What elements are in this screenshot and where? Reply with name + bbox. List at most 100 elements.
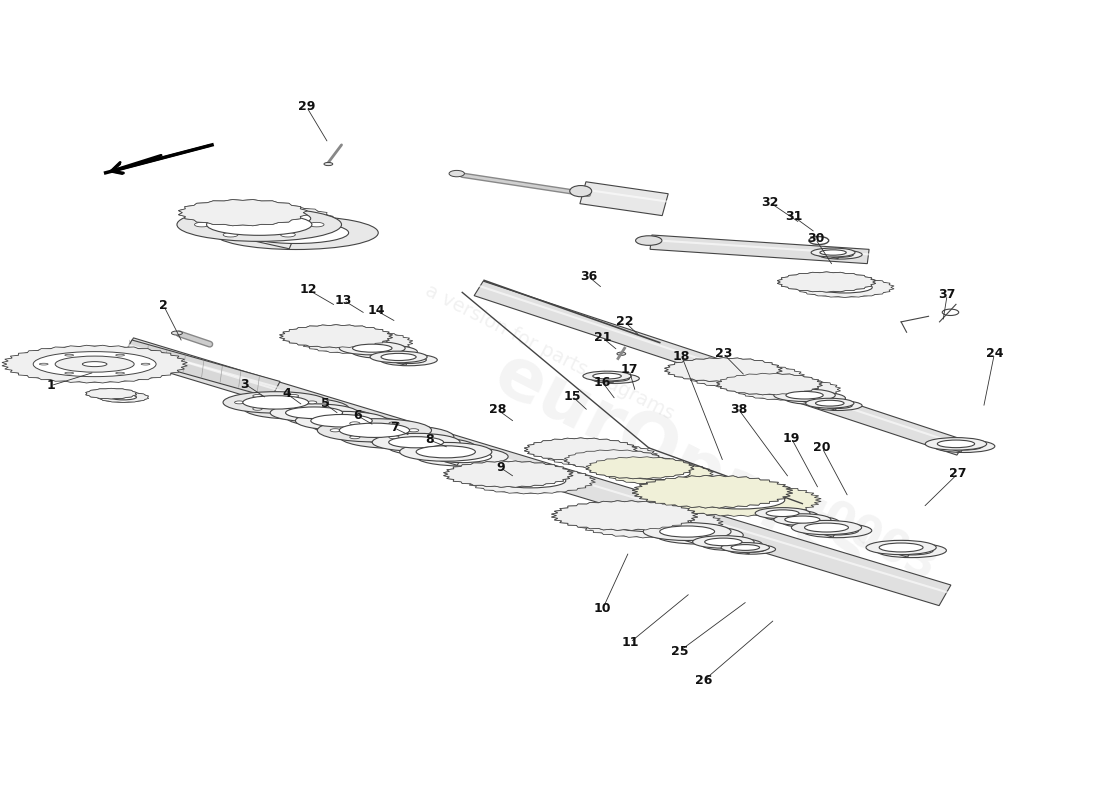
Ellipse shape (802, 523, 872, 538)
Ellipse shape (889, 546, 933, 555)
Polygon shape (778, 272, 876, 292)
Polygon shape (801, 390, 818, 404)
Ellipse shape (213, 216, 378, 250)
Polygon shape (466, 467, 595, 494)
Ellipse shape (773, 389, 835, 402)
Polygon shape (764, 374, 793, 398)
Ellipse shape (583, 371, 631, 381)
Ellipse shape (234, 401, 244, 404)
Ellipse shape (296, 411, 387, 430)
Polygon shape (368, 419, 403, 448)
Ellipse shape (934, 440, 994, 453)
Polygon shape (575, 439, 606, 466)
Ellipse shape (756, 508, 810, 518)
Polygon shape (368, 342, 388, 358)
Polygon shape (742, 543, 754, 554)
Polygon shape (443, 461, 573, 487)
Ellipse shape (280, 233, 295, 237)
Ellipse shape (392, 356, 427, 363)
Ellipse shape (713, 541, 750, 548)
Ellipse shape (330, 429, 340, 432)
Ellipse shape (805, 398, 854, 408)
Ellipse shape (601, 375, 629, 382)
Polygon shape (123, 340, 280, 398)
Ellipse shape (691, 365, 801, 387)
Ellipse shape (594, 456, 634, 464)
Text: 26: 26 (695, 674, 713, 687)
Polygon shape (716, 374, 823, 395)
Ellipse shape (389, 422, 399, 425)
Ellipse shape (102, 392, 120, 395)
Ellipse shape (793, 518, 828, 526)
Ellipse shape (372, 434, 460, 451)
Text: 23: 23 (715, 347, 732, 360)
Ellipse shape (289, 407, 298, 410)
Ellipse shape (656, 526, 744, 544)
Ellipse shape (253, 407, 262, 410)
Text: 11: 11 (621, 636, 639, 649)
Ellipse shape (824, 402, 852, 409)
Ellipse shape (340, 426, 454, 449)
Ellipse shape (691, 363, 757, 377)
Ellipse shape (318, 418, 431, 442)
Polygon shape (396, 351, 411, 366)
Ellipse shape (223, 392, 329, 413)
Ellipse shape (877, 543, 946, 558)
Ellipse shape (785, 391, 823, 399)
Ellipse shape (253, 394, 262, 398)
Ellipse shape (243, 396, 309, 409)
Ellipse shape (381, 354, 416, 361)
Ellipse shape (796, 394, 834, 402)
Ellipse shape (404, 441, 459, 452)
Ellipse shape (301, 412, 359, 423)
Polygon shape (2, 346, 187, 383)
Ellipse shape (818, 250, 862, 259)
Ellipse shape (758, 383, 817, 395)
Polygon shape (635, 458, 664, 483)
Ellipse shape (669, 482, 757, 501)
Ellipse shape (271, 404, 358, 422)
Polygon shape (330, 326, 362, 352)
Ellipse shape (40, 363, 48, 365)
Ellipse shape (209, 206, 329, 230)
Ellipse shape (213, 206, 272, 218)
Ellipse shape (223, 212, 238, 217)
Ellipse shape (33, 352, 156, 377)
Polygon shape (605, 462, 713, 485)
Polygon shape (580, 182, 668, 216)
Ellipse shape (697, 491, 784, 509)
Text: 3: 3 (241, 378, 250, 390)
Ellipse shape (416, 447, 508, 466)
Ellipse shape (449, 170, 464, 177)
Ellipse shape (713, 370, 779, 383)
Ellipse shape (559, 445, 602, 454)
Polygon shape (778, 272, 876, 292)
Ellipse shape (339, 342, 405, 355)
Ellipse shape (399, 442, 492, 461)
Ellipse shape (496, 474, 565, 488)
Text: 36: 36 (580, 270, 597, 283)
Text: 7: 7 (389, 422, 398, 434)
Polygon shape (617, 502, 657, 536)
Polygon shape (441, 443, 466, 466)
Polygon shape (664, 358, 782, 382)
Ellipse shape (289, 394, 298, 398)
Ellipse shape (228, 210, 310, 227)
Ellipse shape (814, 401, 862, 410)
Ellipse shape (767, 510, 799, 517)
Text: eurOparts: eurOparts (483, 340, 880, 588)
Ellipse shape (141, 363, 150, 365)
Ellipse shape (644, 522, 732, 541)
Text: 16: 16 (594, 376, 612, 389)
Ellipse shape (784, 392, 846, 405)
Ellipse shape (701, 538, 762, 550)
Polygon shape (661, 484, 821, 516)
Ellipse shape (201, 204, 285, 221)
Ellipse shape (473, 467, 543, 482)
Polygon shape (583, 455, 681, 475)
Ellipse shape (311, 414, 372, 427)
Ellipse shape (586, 456, 678, 474)
Ellipse shape (339, 423, 409, 438)
Polygon shape (795, 278, 894, 298)
Ellipse shape (388, 437, 443, 448)
